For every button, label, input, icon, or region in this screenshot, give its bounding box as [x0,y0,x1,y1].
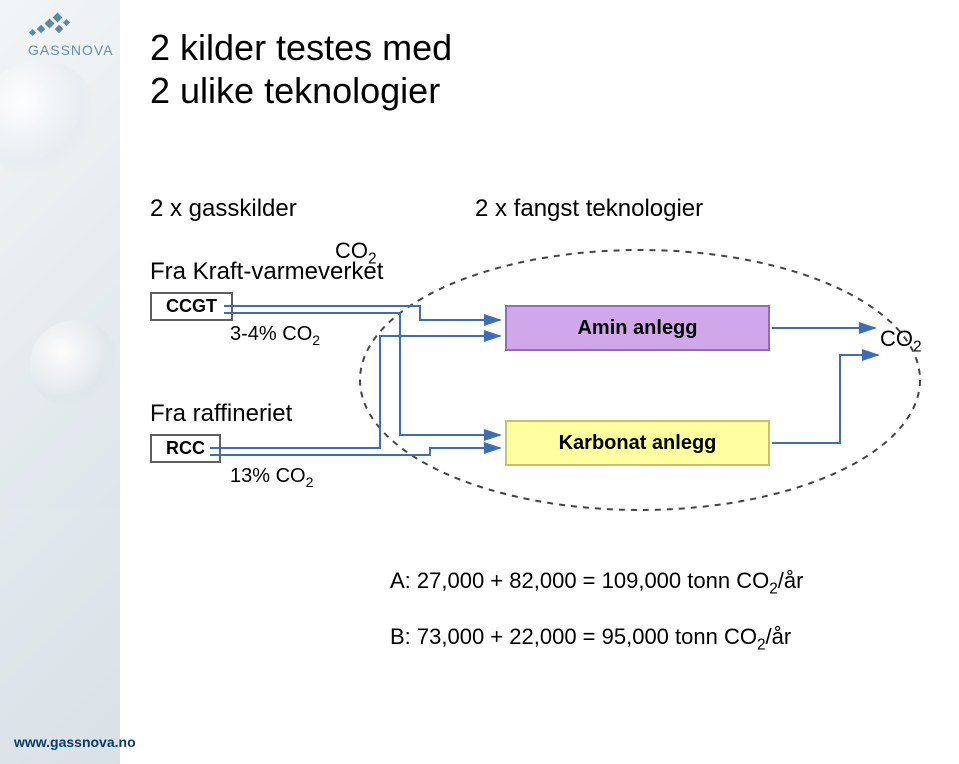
process-box-amin: Amin anlegg [505,305,770,351]
calc-line-a: A: 27,000 + 82,000 = 109,000 tonn CO2/år [390,568,803,598]
background-decoration [0,0,120,764]
logo-text: GASSNOVA [28,42,114,58]
process-label: Amin anlegg [577,317,697,340]
title-line-1: 2 kilder testes med [150,27,452,68]
section-heading-capture: 2 x fangst teknologier [475,195,703,223]
source-pct: 13% CO2 [230,465,313,490]
process-box-karbonat: Karbonat anlegg [505,420,770,466]
footer-url: www.gassnova.no [14,734,136,750]
page-title: 2 kilder testes med 2 ulike teknologier [150,26,452,112]
brand-logo: GASSNOVA [28,10,114,58]
source-label: Fra Kraft-varmeverket [150,258,383,286]
process-label: Karbonat anlegg [559,432,717,455]
calc-line-b: B: 73,000 + 22,000 = 95,000 tonn CO2/år [390,624,791,654]
source-box-ccgt: CCGT [150,292,233,321]
source-box-rcc: RCC [150,434,221,463]
source-pct: 3-4% CO2 [230,323,383,348]
source-label: Fra raffineriet [150,400,313,428]
slide-root: GASSNOVA 2 kilder testes med 2 ulike tek… [0,0,959,764]
source-kraft: Fra Kraft-varmeverket CCGT 3-4% CO2 [150,258,383,348]
title-line-2: 2 ulike teknologier [150,70,440,111]
co2-label-right: CO2 [880,326,922,356]
source-raffineri: Fra raffineriet RCC 13% CO2 [150,400,313,490]
section-heading-sources: 2 x gasskilder [150,195,297,223]
logo-icon [28,10,76,40]
